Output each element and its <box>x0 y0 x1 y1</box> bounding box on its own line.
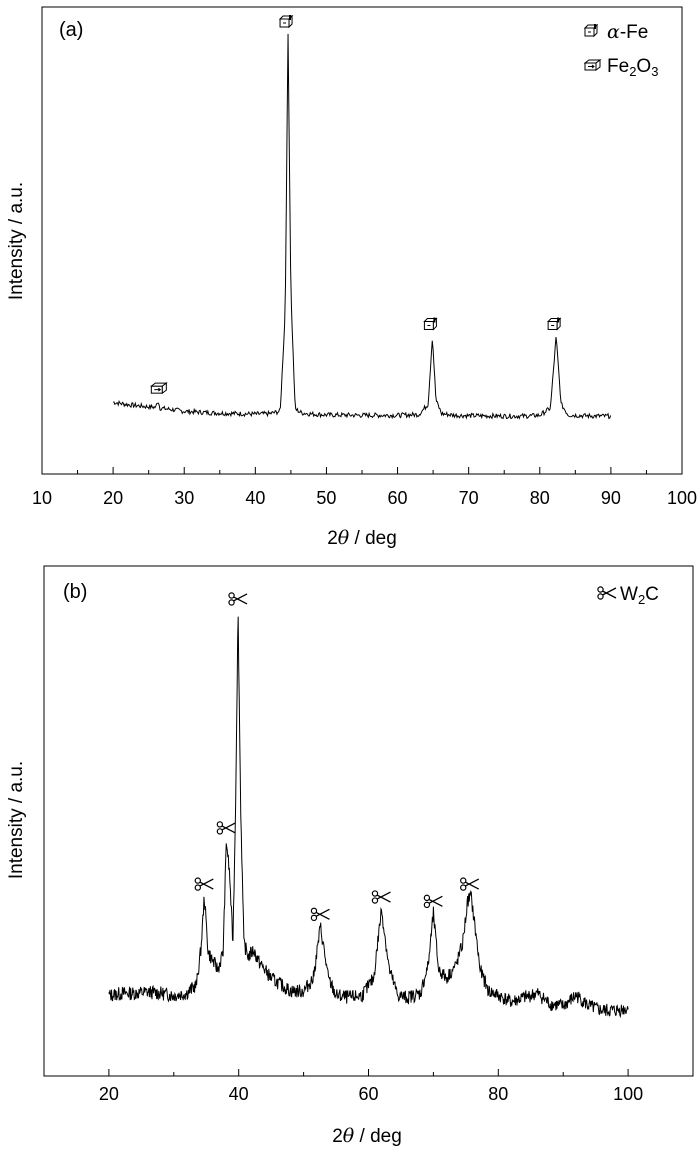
x-tick-label: 40 <box>245 488 265 508</box>
scissors-marker-icon <box>597 586 617 600</box>
legend-a: α-Fe Fe2​O3​ <box>584 21 658 79</box>
x-tick-labels-a: 10 20 30 40 50 60 70 80 90 100 <box>32 488 697 508</box>
series-line-a <box>112 33 612 420</box>
x-tick-label: 40 <box>229 1084 249 1104</box>
alpha-fe-marker-icon <box>423 317 438 331</box>
legend-label-alpha-fe: α-Fe <box>607 21 648 43</box>
scissors-marker-icon <box>371 890 392 904</box>
panel-label-b: (b) <box>63 581 87 603</box>
x-tick-label: 100 <box>667 488 697 508</box>
legend-label-fe2o3: Fe2​O3​ <box>607 56 658 79</box>
alpha-fe-marker-icon <box>547 317 562 331</box>
x-tick-label: 100 <box>613 1084 643 1104</box>
legend-b: W2​C <box>597 584 659 607</box>
scissors-marker-icon <box>423 894 444 909</box>
y-axis-label-b: Intensity / a.u. <box>6 761 27 879</box>
x-tick-label: 10 <box>32 488 52 508</box>
legend-entry-alpha-fe: α-Fe <box>584 21 648 43</box>
fe2o3-marker-icon <box>584 59 601 71</box>
plot-frame-b <box>43 565 694 1077</box>
panel-label-a: (a) <box>59 19 83 41</box>
x-axis-label-a: 2θ / deg <box>327 527 397 549</box>
scissors-marker-icon <box>216 821 237 835</box>
x-tick-label: 50 <box>316 488 336 508</box>
x-tick-label: 20 <box>99 1084 119 1104</box>
x-tick-labels-b: 20 40 60 80 100 <box>99 1084 643 1104</box>
chart-panel-a: (a) 10 20 30 40 50 60 70 80 90 100 α-Fe Fe2​O3​ 2… <box>6 6 697 549</box>
alpha-fe-marker-icon <box>584 24 598 37</box>
x-tick-label: 90 <box>601 488 621 508</box>
x-tick-label: 80 <box>488 1084 508 1104</box>
scissors-marker-icon <box>228 592 248 606</box>
x-ticks-a <box>41 467 683 474</box>
legend-label-w2c: W2​C <box>620 584 659 607</box>
x-tick-label: 80 <box>530 488 550 508</box>
x-tick-label: 60 <box>388 488 408 508</box>
legend-entry-w2c: W2​C <box>597 584 659 607</box>
x-axis-label-b: 2θ / deg <box>332 1125 402 1147</box>
scissors-marker-icon <box>459 877 480 891</box>
peak-markers-a <box>150 15 562 394</box>
x-ticks-b <box>43 1069 694 1076</box>
scissors-marker-icon <box>194 877 214 891</box>
series-line-b <box>108 616 629 1019</box>
x-tick-label: 20 <box>103 488 123 508</box>
fe2o3-marker-icon <box>150 382 167 394</box>
chart-panel-b: (b) 20 40 60 80 100 W2​C 2θ / deg Intensity … <box>6 565 694 1147</box>
legend-entry-fe2o3: Fe2​O3​ <box>584 56 658 79</box>
y-axis-label-a: Intensity / a.u. <box>6 182 27 300</box>
x-tick-label: 60 <box>358 1084 378 1104</box>
scissors-marker-icon <box>310 907 331 922</box>
alpha-fe-marker-icon <box>279 15 294 28</box>
x-tick-label: 70 <box>459 488 479 508</box>
x-tick-label: 30 <box>174 488 194 508</box>
plot-frame-a <box>41 6 683 475</box>
